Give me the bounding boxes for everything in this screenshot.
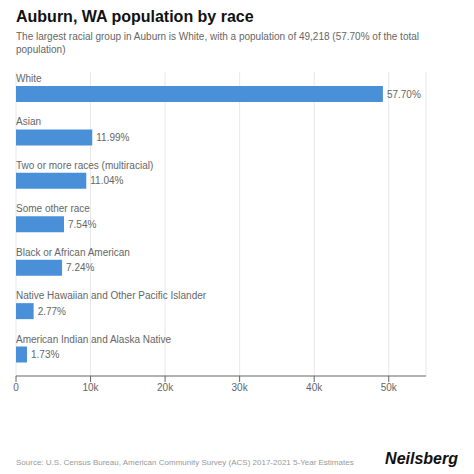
svg-text:50k: 50k xyxy=(381,382,398,393)
svg-text:Black or African American: Black or African American xyxy=(16,247,130,258)
svg-text:Asian: Asian xyxy=(16,116,41,127)
svg-text:7.54%: 7.54% xyxy=(68,219,96,230)
svg-text:White: White xyxy=(16,73,42,84)
html-text:The largest racial group in Au: The largest racial group in Auburn is Wh… xyxy=(16,31,419,55)
html-text:Neilsberg: Neilsberg xyxy=(385,450,458,467)
svg-text:11.99%: 11.99% xyxy=(96,132,129,143)
svg-text:20k: 20k xyxy=(157,382,174,393)
html-text:Auburn, WA population by race: Auburn, WA population by race xyxy=(16,8,254,25)
svg-text:10k: 10k xyxy=(82,382,99,393)
svg-text:2.77%: 2.77% xyxy=(38,306,66,317)
svg-text:Native Hawaiian and Other Paci: Native Hawaiian and Other Pacific Island… xyxy=(16,290,207,301)
html-text:Source: U.S. Census Bureau, Am: Source: U.S. Census Bureau, American Com… xyxy=(16,457,354,467)
svg-text:11.04%: 11.04% xyxy=(90,175,123,186)
svg-text:American Indian and Alaska Nat: American Indian and Alaska Native xyxy=(16,334,172,345)
svg-text:57.70%: 57.70% xyxy=(387,89,421,100)
svg-text:Two or more races (multiracial: Two or more races (multiracial) xyxy=(16,160,153,171)
svg-text:Some other race: Some other race xyxy=(16,203,90,214)
svg-text:30k: 30k xyxy=(232,382,249,393)
svg-text:40k: 40k xyxy=(306,382,323,393)
svg-text:1.73%: 1.73% xyxy=(31,349,59,360)
svg-text:0: 0 xyxy=(13,382,19,393)
svg-text:7.24%: 7.24% xyxy=(66,262,94,273)
